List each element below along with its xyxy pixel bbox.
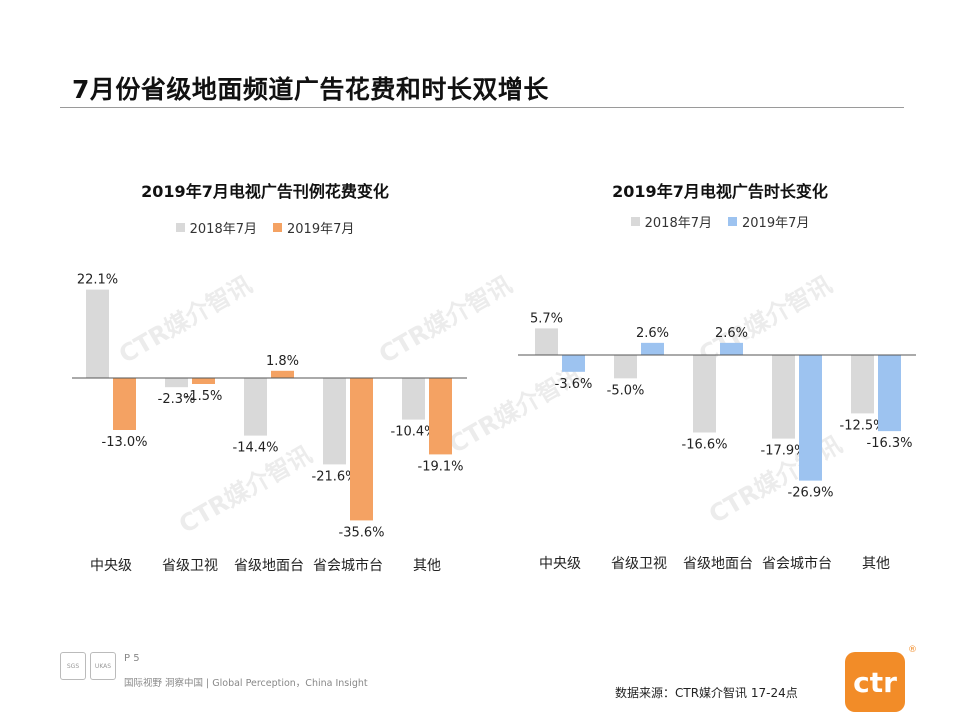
data-label: -35.6%	[339, 525, 385, 540]
bar	[851, 355, 874, 414]
legend-item: 2019年7月	[273, 218, 354, 237]
category-label: 省会城市台	[313, 557, 383, 574]
bar	[641, 342, 664, 355]
data-label: -2.3%	[158, 392, 196, 407]
data-label: -16.3%	[867, 436, 913, 451]
bar	[402, 378, 425, 420]
legend-label: 2018年7月	[644, 216, 712, 231]
legend-swatch	[273, 223, 282, 232]
page-title: 7月份省级地面频道广告花费和时长双增长	[72, 75, 549, 104]
certification-logos: SGS UKAS	[60, 652, 116, 680]
bar	[350, 378, 373, 521]
chart-legend: 2018年7月 2019年7月	[60, 218, 470, 237]
chart-title: 2019年7月电视广告刊例花费变化	[141, 182, 389, 201]
data-label: -5.0%	[607, 383, 645, 398]
data-label: 2.6%	[715, 326, 748, 341]
data-label: -3.6%	[555, 377, 593, 392]
data-source: 数据来源：CTR媒介智讯 17-24点	[615, 686, 798, 700]
data-label: -21.6%	[312, 469, 358, 484]
bar	[323, 378, 346, 465]
data-label: -10.4%	[391, 425, 437, 440]
footer-slogan: 国际视野 洞察中国 | Global Perception，China Insi…	[124, 678, 368, 689]
bar	[799, 355, 822, 481]
ukas-cert-icon: UKAS	[90, 652, 116, 680]
data-label: -26.9%	[788, 486, 834, 501]
bar	[614, 355, 637, 379]
bar	[271, 370, 294, 378]
legend-swatch	[728, 217, 737, 226]
bar	[693, 355, 716, 433]
bar	[244, 378, 267, 436]
data-label: -1.5%	[185, 389, 223, 404]
legend-label: 2018年7月	[189, 222, 257, 237]
legend-item: 2018年7月	[630, 212, 712, 231]
ctr-logo: ctr	[845, 652, 905, 712]
data-label: -12.5%	[840, 418, 886, 433]
legend-swatch	[175, 223, 185, 232]
category-label: 其他	[862, 556, 890, 572]
chart-title: 2019年7月电视广告时长变化	[612, 182, 828, 201]
bar	[86, 289, 109, 378]
bar	[720, 342, 743, 355]
data-label: 2.6%	[636, 326, 669, 341]
bar	[535, 328, 558, 355]
data-label: -13.0%	[102, 435, 148, 450]
bar	[562, 355, 585, 372]
category-label: 中央级	[90, 558, 132, 574]
bar	[113, 378, 136, 430]
bar	[165, 378, 188, 388]
legend-item: 2018年7月	[175, 218, 257, 237]
category-label: 其他	[413, 558, 441, 574]
chart-plot: 22.1% -2.3% -14.4% -21.6% -10.4% -13.0% -1.5% 1…	[72, 273, 467, 574]
bar	[878, 355, 901, 432]
category-label: 省级卫视	[162, 558, 218, 574]
registered-mark: ®	[908, 645, 917, 655]
duration-change-chart: 2019年7月电视广告时长变化 2018年7月 2019年7月 5.7% -5.0…	[515, 0, 925, 600]
category-label: 省级地面台	[234, 558, 304, 574]
data-label: 1.8%	[266, 354, 299, 369]
data-label: 22.1%	[77, 273, 118, 288]
bar	[429, 378, 452, 455]
sgs-cert-icon: SGS	[60, 652, 86, 680]
bar	[192, 378, 215, 384]
legend-swatch	[630, 217, 640, 226]
category-label: 省级卫视	[611, 556, 667, 572]
data-label: -17.9%	[761, 444, 807, 459]
category-label: 省级地面台	[683, 556, 753, 572]
data-label: -16.6%	[682, 438, 728, 453]
category-label: 中央级	[539, 556, 581, 572]
page-number: P 5	[124, 653, 140, 664]
legend-item: 2019年7月	[728, 212, 809, 231]
data-label: 5.7%	[530, 311, 563, 326]
chart-legend: 2018年7月 2019年7月	[515, 212, 925, 231]
bar	[772, 355, 795, 439]
title-divider	[60, 107, 904, 108]
data-label: -14.4%	[233, 441, 279, 456]
legend-label: 2019年7月	[742, 216, 810, 231]
category-label: 省会城市台	[762, 555, 832, 572]
data-label: -19.1%	[418, 459, 464, 474]
spend-change-chart: 2019年7月电视广告刊例花费变化 2018年7月 2019年7月 22.1% -…	[60, 0, 470, 600]
legend-label: 2019年7月	[287, 222, 355, 237]
chart-plot: 5.7% -5.0% -16.6% -17.9% -12.5% -3.6% 2.6% 2.6%…	[518, 311, 916, 572]
